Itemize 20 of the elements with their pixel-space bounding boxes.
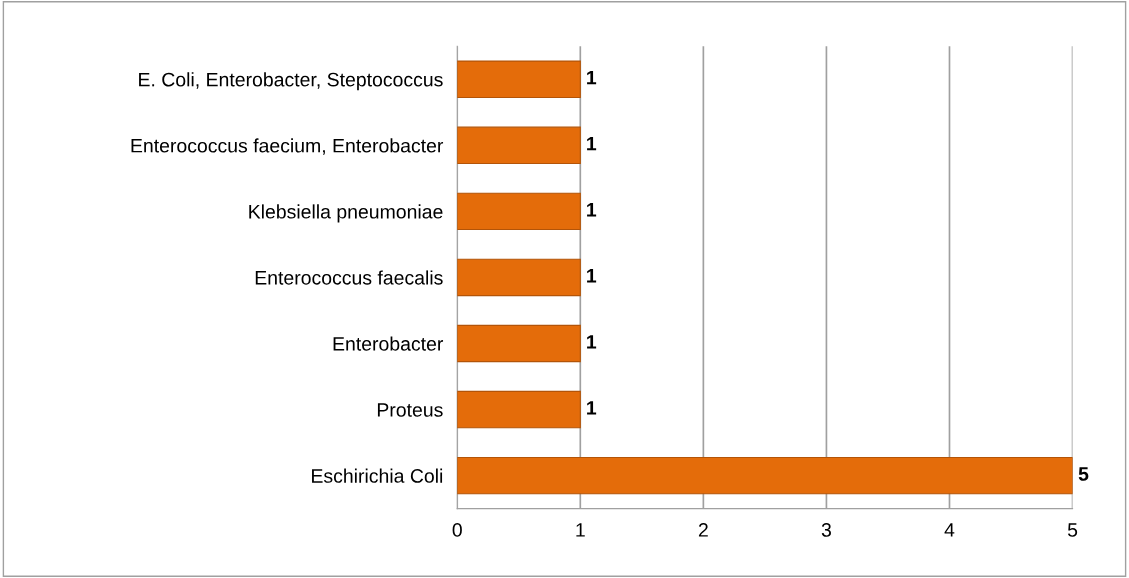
x-tick-label: 2 xyxy=(698,523,708,537)
data-label: 1 xyxy=(587,203,597,217)
x-tick-label: 0 xyxy=(452,523,462,537)
x-tick-label: 3 xyxy=(821,523,831,537)
data-label: 1 xyxy=(587,335,597,349)
data-label: 1 xyxy=(587,401,597,415)
x-tick-label: 1 xyxy=(576,523,585,537)
y-tick-label: Enterobacter xyxy=(333,336,444,351)
x-tick-label: 5 xyxy=(1067,523,1078,537)
y-tick-label: Klebsiella pneumoniae xyxy=(249,204,443,223)
x-tick-label: 4 xyxy=(944,523,955,537)
data-label: 1 xyxy=(587,269,597,283)
data-label: 1 xyxy=(587,136,597,151)
y-tick-label: Enterococcus faecalis xyxy=(255,270,443,285)
y-tick-label: Proteus xyxy=(377,403,443,417)
data-label: 1 xyxy=(587,70,597,85)
y-tick-label: Eschirichia Coli xyxy=(312,468,443,483)
data-label: 5 xyxy=(1078,467,1089,481)
y-tick-label: Enterococcus faecium, Enterobacter xyxy=(131,138,444,155)
y-tick-label: E. Coli, Enterobacter, Steptococcus xyxy=(139,72,443,91)
